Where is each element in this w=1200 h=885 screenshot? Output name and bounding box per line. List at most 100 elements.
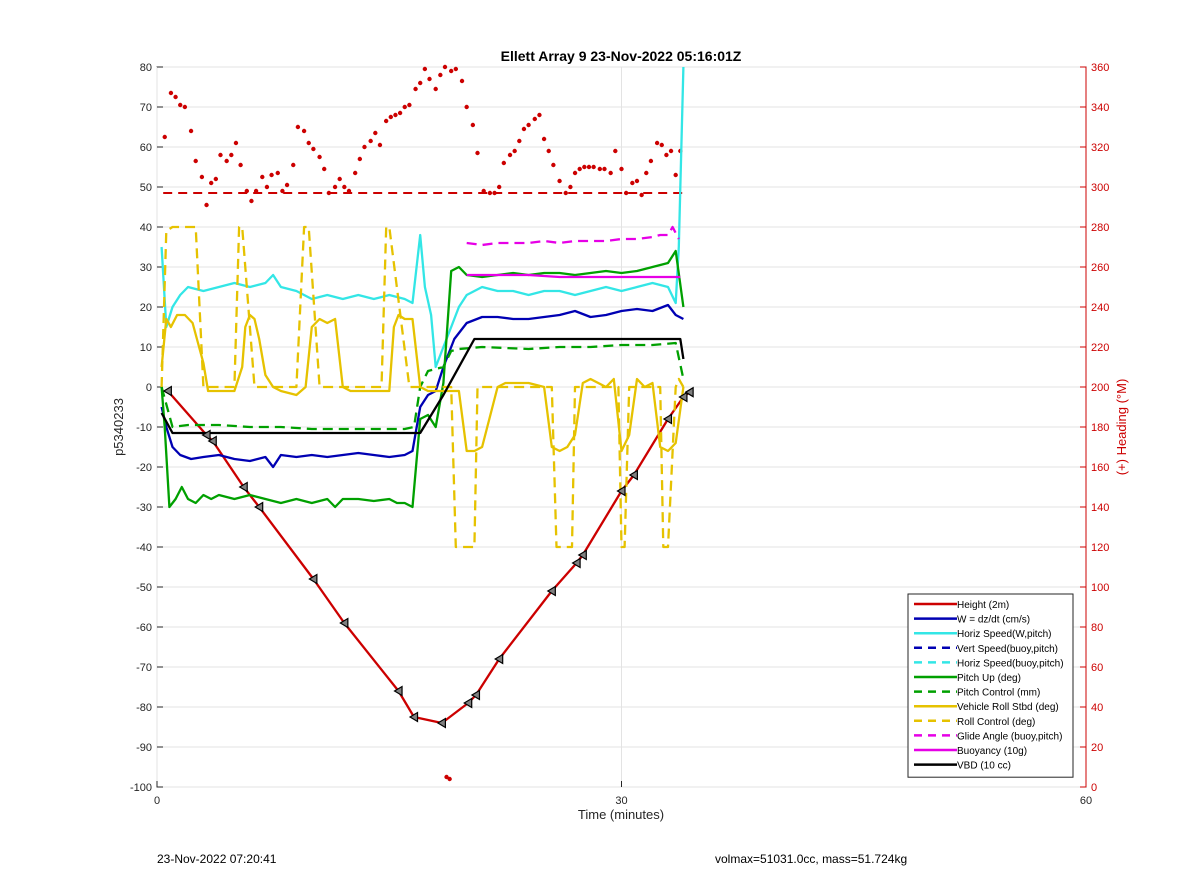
triangle-marker (662, 413, 673, 425)
heading-point (551, 162, 556, 168)
heading-point (193, 158, 198, 164)
heading-point (393, 112, 398, 118)
heading-point (597, 166, 603, 172)
y2-tick-label: 60 (1091, 662, 1103, 674)
legend-label-height: Height (2m) (957, 600, 1009, 611)
heading-point (397, 110, 403, 116)
y2-tick-label: 260 (1091, 262, 1109, 274)
triangle-marker (308, 573, 318, 585)
heading-point (413, 86, 418, 92)
legend-label-pitch: Pitch Up (deg) (957, 673, 1021, 684)
heading-point (623, 190, 629, 196)
heading-point (362, 144, 367, 150)
heading-point (517, 138, 522, 144)
heading-point (668, 148, 674, 154)
footer-volmax-mass: volmax=51031.0cc, mass=51.724kg (715, 852, 908, 866)
heading-point (537, 112, 542, 118)
heading-point (586, 164, 592, 170)
y-tick-label: -50 (136, 582, 152, 594)
heading-point (346, 188, 352, 194)
heading-point (162, 134, 167, 140)
y-tick-label: 40 (140, 222, 152, 234)
heading-point (582, 164, 587, 170)
triangle-marker (238, 481, 248, 493)
y-tick-label: -100 (130, 782, 152, 794)
y2-tick-label: 160 (1091, 462, 1109, 474)
triangle-marker (436, 717, 446, 729)
triangle-marker (408, 711, 419, 723)
heading-point (648, 158, 654, 164)
heading-point (357, 156, 363, 162)
heading-point (295, 124, 301, 130)
triangle-marker (470, 689, 481, 701)
heading-point (557, 178, 562, 184)
heading-point (275, 170, 280, 176)
triangle-marker (207, 435, 217, 447)
x-tick-label: 60 (1080, 795, 1092, 807)
heading-point (249, 198, 254, 204)
heading-point (332, 184, 338, 190)
y-tick-label: -80 (136, 702, 152, 714)
legend-label-buoyancy: Buoyancy (10g) (957, 746, 1027, 757)
heading-point (178, 102, 183, 108)
y-tick-label: 60 (140, 142, 152, 154)
legend-label-roll: Vehicle Roll Stbd (deg) (957, 702, 1059, 713)
heading-point (634, 178, 640, 184)
heading-point (291, 162, 296, 168)
y2-tick-label: 180 (1091, 422, 1109, 434)
heading-point (602, 166, 607, 172)
heading-point (654, 140, 660, 146)
y-tick-label: 50 (140, 182, 152, 194)
series-line-roll_ctrl (160, 225, 685, 549)
y-tick-label: 30 (140, 262, 152, 274)
heading-point (464, 104, 469, 110)
y-tick-label: -10 (136, 422, 152, 434)
heading-point (459, 78, 465, 84)
triangle-marker (339, 617, 349, 629)
y2-tick-label: 200 (1091, 382, 1109, 394)
heading-point (168, 90, 174, 96)
y2-tick-label: 360 (1091, 62, 1109, 74)
heading-point (407, 102, 412, 108)
x-tick-label: 0 (154, 795, 160, 807)
heading-point (487, 190, 493, 196)
series-line-pitch_ctrl (160, 341, 685, 431)
heading-point (224, 158, 229, 164)
heading-point (326, 190, 332, 196)
y2-tick-label: 0 (1091, 782, 1097, 794)
heading-point (204, 202, 209, 208)
y2-axis-label: (+) Heading (°M) (1114, 379, 1129, 476)
heading-point (368, 138, 373, 144)
heading-point (337, 176, 342, 182)
heading-point (447, 776, 452, 782)
heading-point (438, 72, 443, 78)
y2-tick-label: 280 (1091, 222, 1109, 234)
series-line-w (160, 303, 684, 469)
heading-point (639, 192, 644, 198)
heading-point (317, 154, 322, 160)
heading-point (264, 184, 270, 190)
x-tick-label: 30 (615, 795, 627, 807)
triangle-marker (571, 557, 581, 569)
series-line-glide (466, 225, 680, 247)
heading-point (422, 66, 428, 72)
heading-point (182, 104, 188, 110)
heading-point (377, 142, 383, 148)
heading-point (301, 128, 307, 134)
y-tick-label: -60 (136, 622, 152, 634)
y-tick-label: 70 (140, 102, 152, 114)
triangle-marker (162, 385, 172, 397)
y-tick-label: -40 (136, 542, 152, 554)
heading-point (563, 190, 568, 196)
y-tick-label: -90 (136, 742, 152, 754)
heading-point (352, 170, 358, 176)
heading-point (591, 164, 596, 170)
heading-point (213, 176, 219, 182)
heading-point (433, 86, 438, 92)
heading-point (173, 94, 178, 100)
triangle-marker (494, 653, 504, 665)
x-axis-label: Time (minutes) (578, 807, 664, 822)
heading-point (526, 122, 531, 128)
legend-label-horiz: Horiz Speed(W,pitch) (957, 629, 1051, 640)
heading-point (481, 188, 486, 194)
